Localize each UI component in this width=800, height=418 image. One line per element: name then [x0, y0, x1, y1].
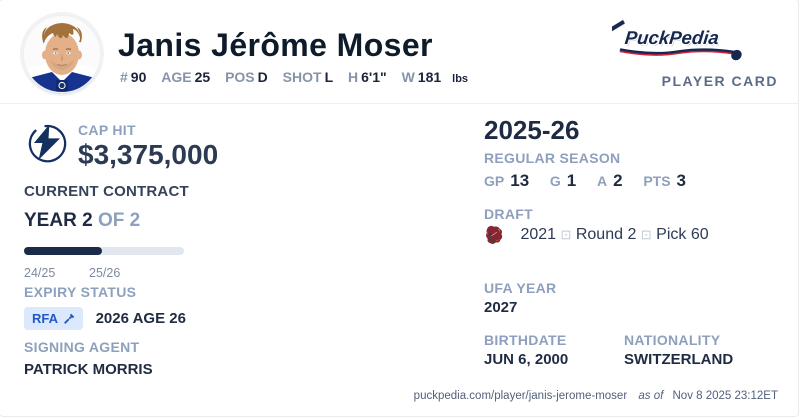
svg-text:PuckPedia: PuckPedia	[624, 27, 720, 48]
